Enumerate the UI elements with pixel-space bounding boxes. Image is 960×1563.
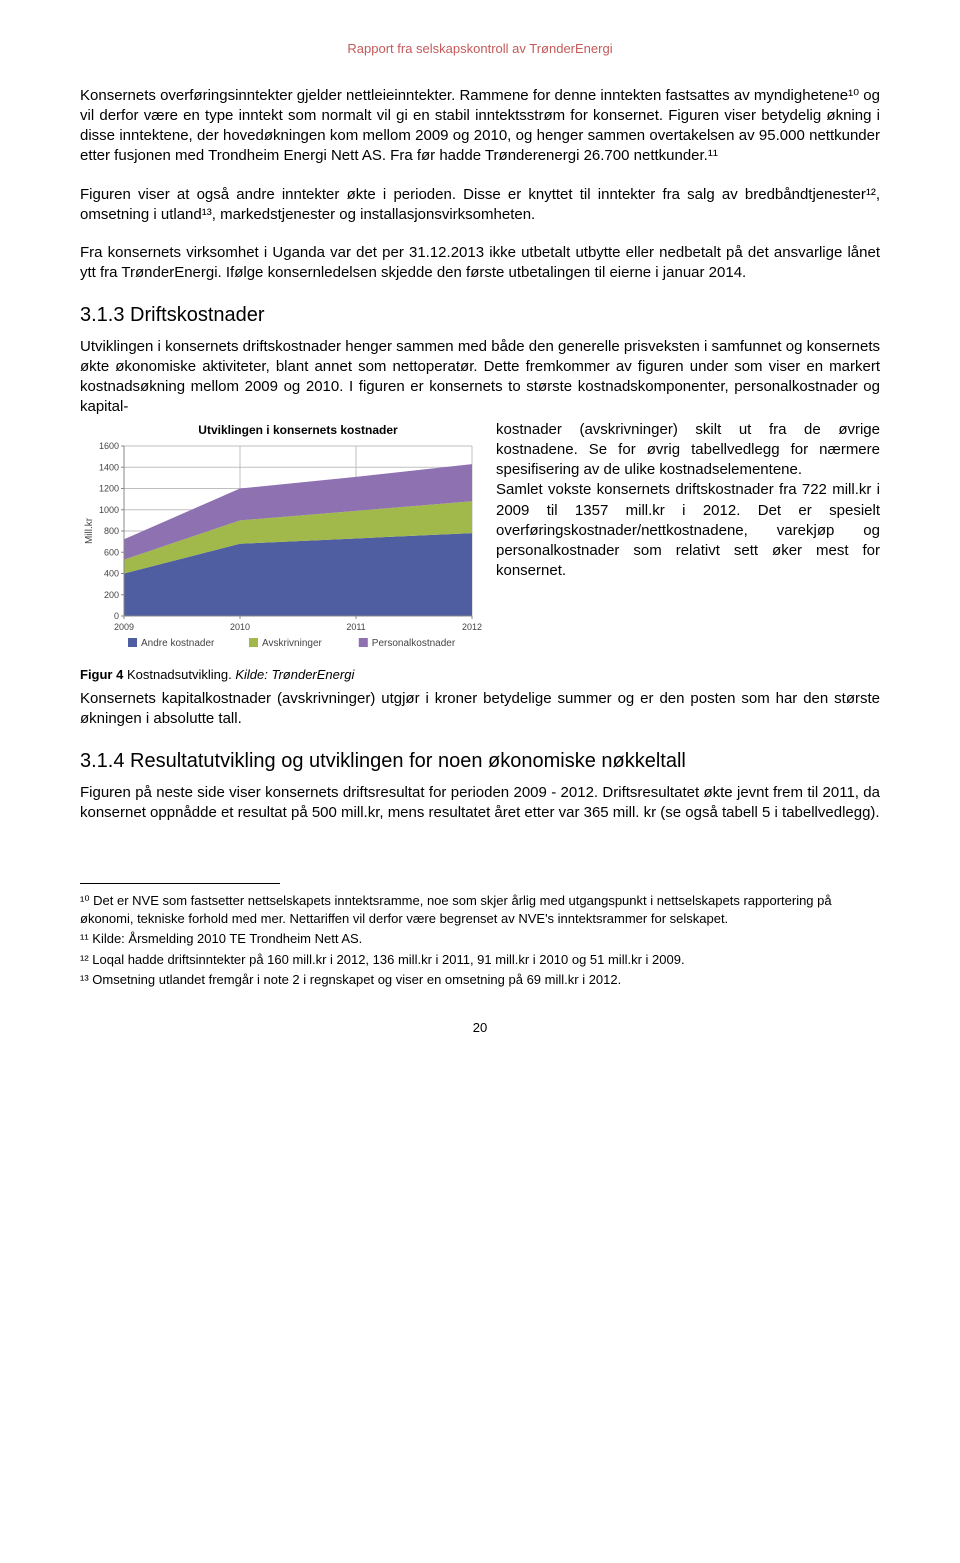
- cost-chart: 0 200 400 600 800 1000 1200 1400 1600 2009 2010 201…: [80, 420, 482, 660]
- figure-caption: Figur 4 Kostnadsutvikling. Kilde: Trønde…: [80, 666, 482, 684]
- paragraph-5: Konsernets kapitalkostnader (avskrivning…: [80, 689, 880, 730]
- footnotes: ¹⁰ Det er NVE som fastsetter nettselskap…: [80, 892, 880, 989]
- svg-text:600: 600: [104, 547, 119, 557]
- paragraph-2: Figuren viser at også andre inntekter øk…: [80, 185, 880, 226]
- svg-text:1000: 1000: [99, 504, 119, 514]
- svg-text:1200: 1200: [99, 483, 119, 493]
- figure-caption-italic: Kilde: TrønderEnergi: [235, 667, 354, 682]
- heading-314: 3.1.4 Resultatutvikling og utviklingen f…: [80, 748, 880, 775]
- svg-text:Andre kostnader: Andre kostnader: [141, 638, 215, 649]
- footnote-10: ¹⁰ Det er NVE som fastsetter nettselskap…: [80, 892, 880, 927]
- paragraph-1: Konsernets overføringsinntekter gjelder …: [80, 86, 880, 167]
- side-text-2: Samlet vokste konsernets driftskostnader…: [496, 481, 880, 579]
- svg-text:400: 400: [104, 568, 119, 578]
- svg-text:Mill.kr: Mill.kr: [84, 517, 95, 544]
- svg-text:200: 200: [104, 589, 119, 599]
- svg-text:1600: 1600: [99, 441, 119, 451]
- paragraph-6: Figuren på neste side viser konsernets d…: [80, 783, 880, 824]
- svg-text:Utviklingen i konsernets kostn: Utviklingen i konsernets kostnader: [198, 423, 398, 437]
- page-header: Rapport fra selskapskontroll av TrønderE…: [80, 40, 880, 58]
- svg-text:2009: 2009: [114, 622, 134, 632]
- paragraph-4: Utviklingen i konsernets driftskostnader…: [80, 337, 880, 418]
- svg-text:2012: 2012: [462, 622, 482, 632]
- page-number: 20: [80, 1019, 880, 1037]
- side-text-1: kostnader (avskrivninger) skilt ut fra d…: [496, 421, 880, 479]
- chart-text-row: 0 200 400 600 800 1000 1200 1400 1600 2009 2010 201…: [80, 420, 880, 684]
- svg-text:2011: 2011: [346, 622, 365, 632]
- figure-caption-bold: Figur 4: [80, 667, 127, 682]
- side-text: kostnader (avskrivninger) skilt ut fra d…: [496, 420, 880, 684]
- paragraph-3: Fra konsernets virksomhet i Uganda var d…: [80, 243, 880, 284]
- svg-text:0: 0: [114, 611, 119, 621]
- heading-313: 3.1.3 Driftskostnader: [80, 302, 880, 329]
- footnote-13: ¹³ Omsetning utlandet fremgår i note 2 i…: [80, 971, 880, 989]
- footnote-11: ¹¹ Kilde: Årsmelding 2010 TE Trondheim N…: [80, 930, 880, 948]
- svg-text:800: 800: [104, 526, 119, 536]
- footnote-12: ¹² Loqal hadde driftsinntekter på 160 mi…: [80, 951, 880, 969]
- figure-caption-mid: Kostnadsutvikling.: [127, 667, 235, 682]
- svg-text:1400: 1400: [99, 462, 119, 472]
- svg-text:Avskrivninger: Avskrivninger: [262, 638, 323, 649]
- chart-container: 0 200 400 600 800 1000 1200 1400 1600 2009 2010 201…: [80, 420, 482, 684]
- svg-text:2010: 2010: [230, 622, 250, 632]
- svg-text:Personalkostnader: Personalkostnader: [372, 638, 456, 649]
- footnote-separator: [80, 883, 280, 884]
